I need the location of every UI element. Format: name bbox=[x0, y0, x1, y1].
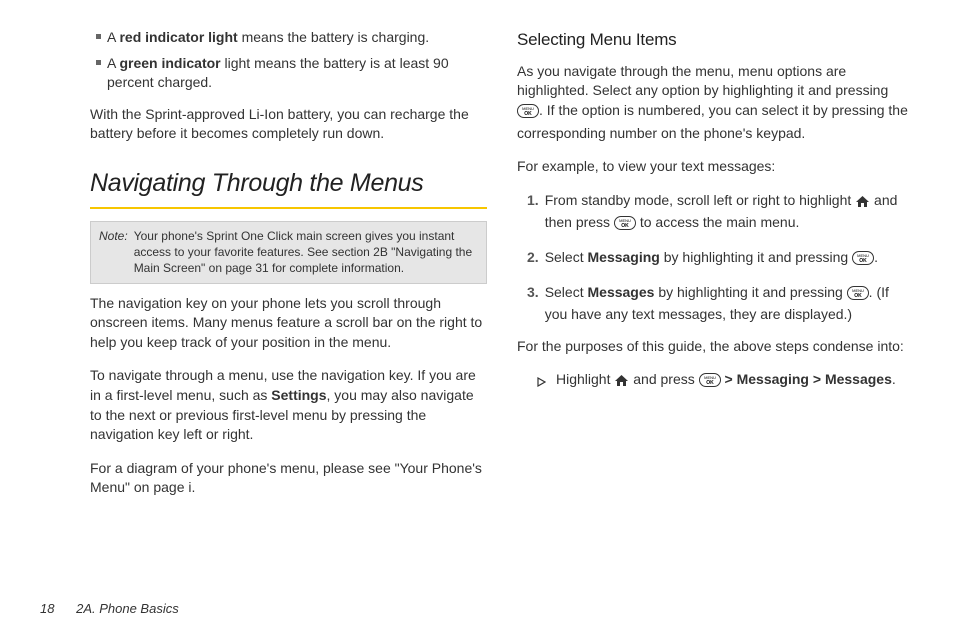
paragraph: With the Sprint-approved Li-Ion battery,… bbox=[90, 105, 487, 144]
menu-ok-key-icon: MENUOK bbox=[699, 373, 721, 393]
bullet-item: A red indicator light means the battery … bbox=[90, 28, 487, 48]
svg-text:OK: OK bbox=[859, 258, 867, 264]
step-item: 2. Select Messaging by highlighting it a… bbox=[517, 248, 914, 271]
square-bullet-icon bbox=[96, 60, 101, 65]
bullet-text: A green indicator light means the batter… bbox=[107, 54, 487, 93]
bullet-text: A red indicator light means the battery … bbox=[107, 28, 429, 48]
menu-ok-key-icon: MENUOK bbox=[614, 216, 636, 236]
step-item: 1. From standby mode, scroll left or rig… bbox=[517, 191, 914, 236]
bullet-item: A green indicator light means the batter… bbox=[90, 54, 487, 93]
note-label: Note: bbox=[99, 228, 128, 277]
square-bullet-icon bbox=[96, 34, 101, 39]
menu-ok-key-icon: MENUOK bbox=[852, 251, 874, 271]
svg-text:OK: OK bbox=[524, 111, 532, 117]
step-item: 3. Select Messages by highlighting it an… bbox=[517, 283, 914, 325]
menu-ok-key-icon: MENUOK bbox=[847, 286, 869, 306]
paragraph: To navigate through a menu, use the navi… bbox=[90, 366, 487, 444]
step-text: From standby mode, scroll left or right … bbox=[545, 191, 914, 236]
step-number: 3. bbox=[527, 283, 539, 325]
home-icon bbox=[855, 194, 870, 214]
page-content: A red indicator light means the battery … bbox=[0, 0, 954, 590]
left-column: A red indicator light means the battery … bbox=[40, 28, 487, 580]
note-box: Note: Your phone's Sprint One Click main… bbox=[90, 221, 487, 284]
page-number: 18 bbox=[40, 601, 54, 616]
right-column: Selecting Menu Items As you navigate thr… bbox=[517, 28, 914, 580]
section-name: 2A. Phone Basics bbox=[76, 601, 179, 616]
step-text: Select Messages by highlighting it and p… bbox=[545, 283, 914, 325]
subsection-heading: Selecting Menu Items bbox=[517, 28, 914, 52]
note-text: Your phone's Sprint One Click main scree… bbox=[134, 228, 478, 277]
svg-text:OK: OK bbox=[854, 293, 862, 299]
triangle-bullet-icon bbox=[537, 373, 546, 393]
paragraph: For a diagram of your phone's menu, plea… bbox=[90, 459, 487, 498]
step-text: Select Messaging by highlighting it and … bbox=[545, 248, 878, 271]
page-footer: 18 2A. Phone Basics bbox=[40, 600, 179, 618]
svg-text:OK: OK bbox=[621, 223, 629, 229]
step-number: 1. bbox=[527, 191, 539, 236]
home-icon bbox=[614, 373, 629, 393]
svg-text:OK: OK bbox=[706, 380, 714, 386]
paragraph: As you navigate through the menu, menu o… bbox=[517, 62, 914, 143]
condensed-text: Highlight and press MENUOK > Messaging >… bbox=[556, 370, 896, 393]
step-number: 2. bbox=[527, 248, 539, 271]
section-heading: Navigating Through the Menus bbox=[90, 166, 487, 201]
menu-ok-key-icon: MENUOK bbox=[517, 104, 539, 124]
paragraph: The navigation key on your phone lets yo… bbox=[90, 294, 487, 353]
paragraph: For example, to view your text messages: bbox=[517, 157, 914, 177]
paragraph: For the purposes of this guide, the abov… bbox=[517, 337, 914, 357]
heading-rule bbox=[90, 207, 487, 209]
condensed-step: Highlight and press MENUOK > Messaging >… bbox=[517, 370, 914, 393]
